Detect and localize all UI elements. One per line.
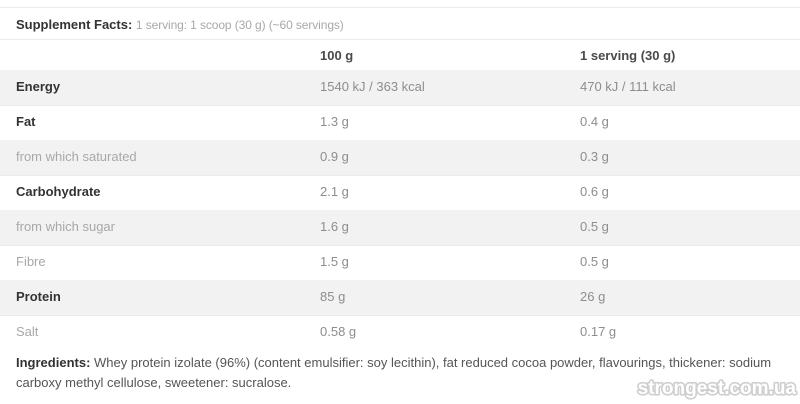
svg-text:strongest.com.ua: strongest.com.ua bbox=[638, 378, 797, 399]
